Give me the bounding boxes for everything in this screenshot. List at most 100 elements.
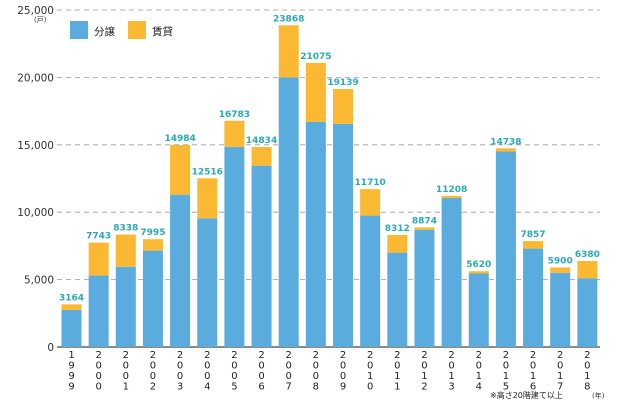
bar-bunjo bbox=[468, 273, 489, 347]
x-tick-digit: 0 bbox=[367, 382, 373, 393]
x-tick-digit: 1 bbox=[448, 371, 454, 382]
legend-label-chintai: 賃貸 bbox=[152, 25, 173, 38]
x-tick-digit: 2 bbox=[95, 350, 101, 361]
bar-bunjo bbox=[387, 252, 408, 347]
bar-bunjo bbox=[170, 194, 191, 347]
x-tick-digit: 1 bbox=[394, 371, 400, 382]
bar-bunjo bbox=[414, 229, 435, 347]
y-tick-label: 10,000 bbox=[17, 207, 54, 219]
x-tick-digit: 2 bbox=[503, 350, 509, 361]
x-axis-unit: (年) bbox=[592, 391, 605, 400]
x-tick-digit: 0 bbox=[123, 371, 129, 382]
bar-chintai bbox=[305, 62, 326, 122]
bar-chintai bbox=[414, 227, 435, 230]
x-tick-digit: 0 bbox=[204, 361, 210, 372]
total-label: 21075 bbox=[300, 52, 331, 62]
x-tick-digit: 6 bbox=[530, 382, 536, 393]
x-tick-digit: 2 bbox=[421, 382, 427, 393]
x-tick-digit: 0 bbox=[340, 361, 346, 372]
bar-chintai bbox=[115, 234, 136, 267]
x-tick-digit: 0 bbox=[313, 361, 319, 372]
x-tick-digit: 0 bbox=[476, 361, 482, 372]
x-tick-digit: 0 bbox=[150, 371, 156, 382]
x-tick-digit: 9 bbox=[340, 382, 346, 393]
x-tick-digit: 2 bbox=[231, 350, 237, 361]
x-axis-labels: 1999200020012002200320042005200620072008… bbox=[68, 350, 590, 393]
bar-chintai bbox=[170, 145, 191, 195]
x-tick-digit: 5 bbox=[503, 382, 509, 393]
total-label: 8338 bbox=[113, 224, 138, 234]
bar-bunjo bbox=[441, 198, 462, 347]
x-tick-digit: 0 bbox=[123, 361, 129, 372]
bar-chintai bbox=[360, 189, 381, 216]
x-tick-digit: 1 bbox=[123, 382, 129, 393]
total-label: 19139 bbox=[327, 78, 358, 88]
x-tick-digit: 5 bbox=[231, 382, 237, 393]
x-tick-digit: 3 bbox=[177, 382, 183, 393]
x-tick-digit: 0 bbox=[231, 371, 237, 382]
x-tick-digit: 2 bbox=[177, 350, 183, 361]
x-tick-digit: 0 bbox=[258, 361, 264, 372]
total-label: 12516 bbox=[192, 167, 223, 177]
x-tick-digit: 1 bbox=[503, 371, 509, 382]
total-label: 3164 bbox=[59, 293, 84, 303]
y-tick-label: 15,000 bbox=[17, 140, 54, 152]
bar-bunjo bbox=[278, 77, 299, 348]
x-tick-digit: 4 bbox=[476, 382, 482, 393]
bar-bunjo bbox=[88, 275, 109, 347]
x-tick-digit: 2 bbox=[150, 350, 156, 361]
bar-bunjo bbox=[115, 266, 136, 347]
bar-chintai bbox=[441, 195, 462, 199]
legend-swatch-chintai bbox=[128, 21, 146, 39]
x-tick-digit: 0 bbox=[313, 371, 319, 382]
bar-bunjo bbox=[224, 146, 245, 347]
x-tick-digit: 2 bbox=[367, 350, 373, 361]
bar-chintai bbox=[251, 147, 272, 166]
x-tick-digit: 0 bbox=[231, 361, 237, 372]
x-tick-digit: 1 bbox=[530, 371, 536, 382]
bars bbox=[61, 25, 598, 348]
x-tick-digit: 0 bbox=[95, 361, 101, 372]
x-tick-digit: 0 bbox=[557, 361, 563, 372]
total-label: 11208 bbox=[436, 185, 467, 195]
x-tick-digit: 2 bbox=[584, 350, 590, 361]
total-label: 14738 bbox=[490, 137, 521, 147]
bar-chintai bbox=[224, 120, 245, 147]
total-label: 6380 bbox=[575, 250, 600, 260]
x-tick-digit: 1 bbox=[367, 371, 373, 382]
bar-chintai bbox=[550, 267, 571, 273]
bar-chintai bbox=[387, 234, 408, 253]
y-axis-ticks: 0 5,000 10,000 15,000 20,000 25,000 bbox=[17, 5, 54, 354]
x-tick-digit: 2 bbox=[123, 350, 129, 361]
bar-bunjo bbox=[360, 215, 381, 347]
x-tick-digit: 1 bbox=[476, 371, 482, 382]
bar-chintai bbox=[333, 89, 353, 124]
bar-chintai bbox=[278, 25, 299, 78]
bar-chintai bbox=[468, 271, 489, 274]
x-tick-digit: 2 bbox=[476, 350, 482, 361]
bar-chintai bbox=[88, 242, 109, 276]
bar-bunjo bbox=[142, 250, 163, 347]
x-tick-digit: 2 bbox=[340, 350, 346, 361]
bar-chintai bbox=[61, 304, 82, 310]
x-tick-digit: 4 bbox=[204, 382, 210, 393]
y-tick-label: 5,000 bbox=[24, 275, 54, 287]
x-tick-digit: 0 bbox=[340, 371, 346, 382]
bar-chintai bbox=[197, 178, 218, 219]
x-tick-digit: 2 bbox=[394, 350, 400, 361]
bar-chintai bbox=[523, 241, 544, 249]
legend-label-bunjo: 分譲 bbox=[94, 25, 115, 38]
x-tick-digit: 2 bbox=[421, 350, 427, 361]
x-tick-digit: 0 bbox=[503, 361, 509, 372]
bar-bunjo bbox=[333, 123, 353, 347]
